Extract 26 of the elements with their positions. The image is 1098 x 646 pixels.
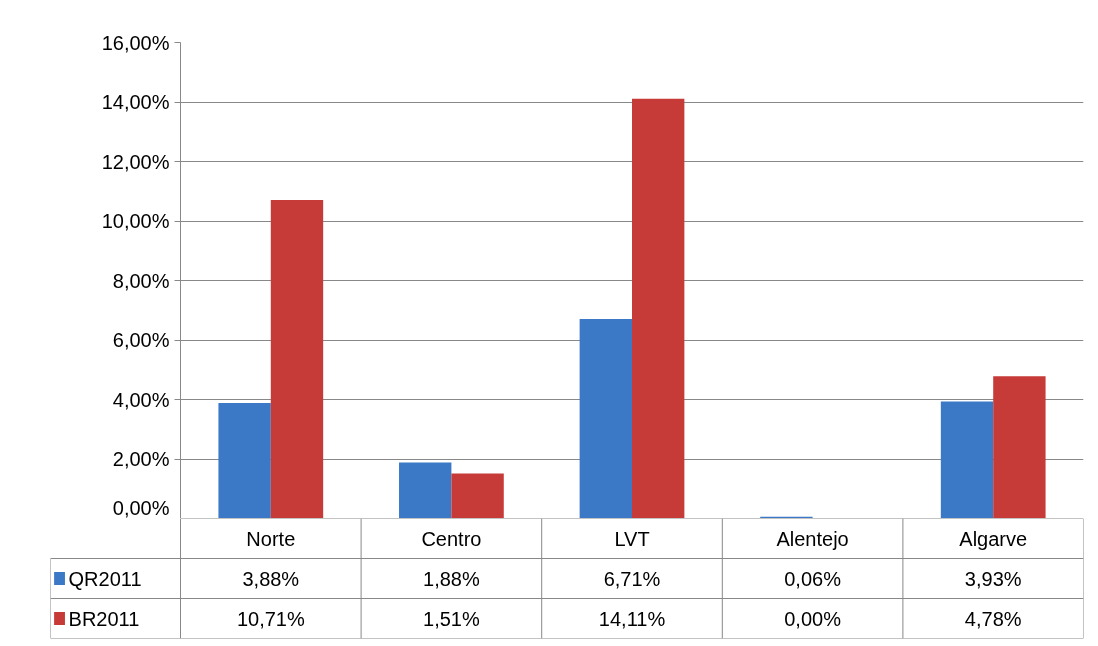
data-label: 3,93% — [964, 567, 1022, 590]
x-tick-label: LVT — [614, 527, 650, 550]
y-tick-label: 4,00% — [112, 388, 170, 411]
data-label: 14,11% — [598, 607, 666, 630]
legend-label: QR2011 — [68, 567, 142, 590]
data-label: 0,06% — [784, 567, 842, 590]
x-tick-label: Algarve — [959, 527, 1028, 550]
data-label: 3,88% — [242, 567, 300, 590]
y-tick-label: 0,00% — [112, 496, 170, 519]
legend-label: BR2011 — [68, 607, 140, 630]
data-label: 10,71% — [236, 607, 305, 630]
y-tick-label: 2,00% — [112, 448, 170, 470]
y-tick-label: 12,00% — [101, 150, 170, 173]
y-tick-label: 6,00% — [112, 329, 170, 351]
x-tick-label: Norte — [246, 527, 296, 550]
data-label: 0,00% — [784, 607, 842, 630]
x-tick-label: Centro — [421, 527, 482, 550]
y-tick-label: 16,00% — [101, 31, 170, 54]
y-tick-label: 10,00% — [101, 210, 170, 232]
x-tick-label: Alentejo — [776, 527, 849, 550]
data-label: 6,71% — [603, 567, 661, 590]
y-tick-label: 8,00% — [112, 269, 170, 292]
data-label: 1,51% — [423, 607, 480, 630]
y-tick-label: 14,00% — [101, 91, 170, 113]
data-label: 1,88% — [423, 567, 480, 590]
data-label: 4,78% — [964, 607, 1022, 630]
